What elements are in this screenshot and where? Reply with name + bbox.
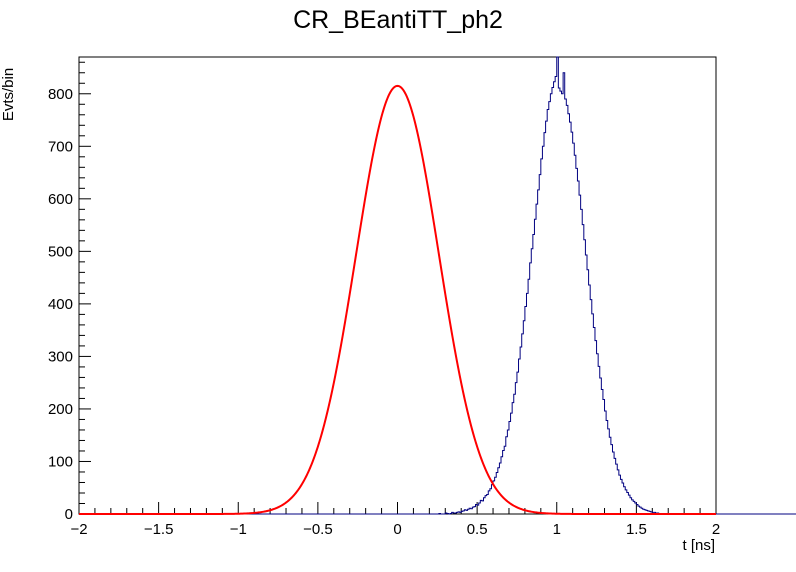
x-tick-label: −0.5 [303,521,333,538]
fit-curve [79,84,716,515]
x-tick-label: −1 [230,521,247,538]
histogram-line [79,56,796,515]
y-axis: 0 100 200 300 400 500 600 700 800 [48,61,91,523]
x-tick-label: 0.5 [467,521,488,538]
y-tick-label: 0 [65,506,73,523]
x-tick-label: 0 [393,521,401,538]
y-tick-label: 200 [48,401,73,418]
y-tick-label: 700 [48,138,73,155]
x-tick-label: 1 [553,521,561,538]
histogram-series [79,56,796,515]
chart-title: CR_BEantiTT_ph2 [293,6,503,34]
x-tick-label: 1.5 [626,521,647,538]
x-axis-label: t [ns] [682,537,715,554]
y-tick-label: 300 [48,348,73,365]
y-tick-label: 500 [48,243,73,260]
fit-series [79,84,716,515]
x-axis: −2 −1.5 −1 −0.5 0 0.5 1 1.5 2 [70,502,720,538]
x-tick-label: −1.5 [144,521,174,538]
plot-frame [78,56,717,515]
y-tick-label: 600 [48,191,73,208]
y-tick-label: 800 [48,86,73,103]
y-tick-label: 400 [48,296,73,313]
x-tick-label: 2 [712,521,720,538]
x-tick-label: −2 [70,521,87,538]
y-tick-label: 100 [48,453,73,470]
